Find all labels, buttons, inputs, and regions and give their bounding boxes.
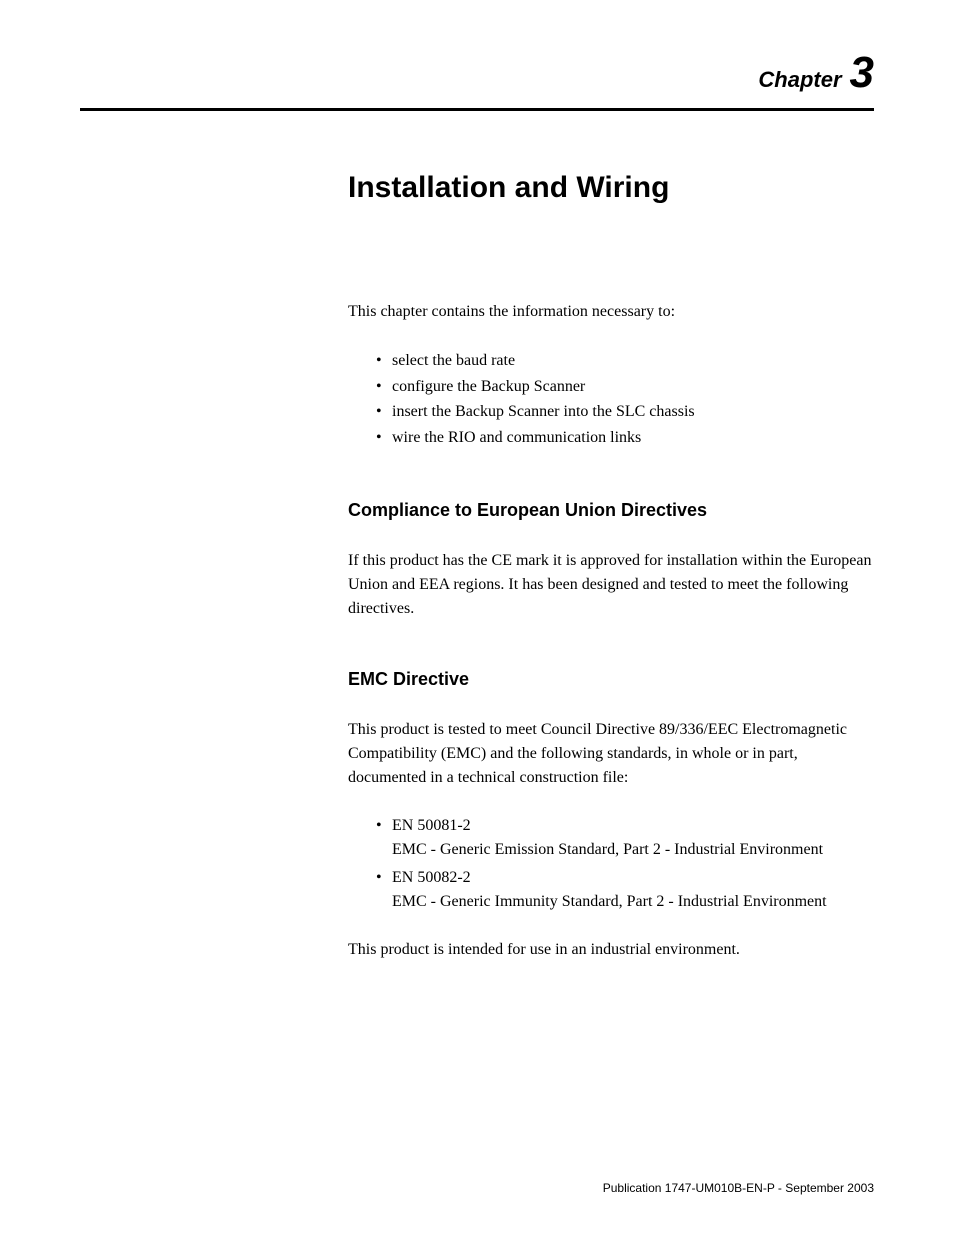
intro-text: This chapter contains the information ne…	[348, 300, 874, 324]
standards-list: EN 50081-2 EMC - Generic Emission Standa…	[376, 814, 874, 914]
standard-code: EN 50081-2	[392, 817, 471, 834]
standard-description: EMC - Generic Emission Standard, Part 2 …	[392, 841, 823, 858]
chapter-number: 3	[850, 48, 874, 97]
page-title: Installation and Wiring	[348, 171, 874, 205]
intro-bullet-list: select the baud rate configure the Backu…	[376, 348, 874, 450]
list-item: EN 50081-2 EMC - Generic Emission Standa…	[376, 814, 874, 862]
list-item: select the baud rate	[376, 348, 874, 374]
standard-description: EMC - Generic Immunity Standard, Part 2 …	[392, 893, 827, 910]
compliance-heading: Compliance to European Union Directives	[348, 500, 874, 521]
closing-text: This product is intended for use in an i…	[348, 938, 874, 962]
footer-text: Publication 1747-UM010B-EN-P - September…	[603, 1181, 874, 1195]
chapter-header: Chapter 3	[80, 48, 874, 111]
emc-text: This product is tested to meet Council D…	[348, 718, 874, 790]
emc-heading: EMC Directive	[348, 669, 874, 690]
list-item: configure the Backup Scanner	[376, 374, 874, 400]
compliance-text: If this product has the CE mark it is ap…	[348, 549, 874, 621]
content-area: Installation and Wiring This chapter con…	[348, 171, 874, 962]
list-item: EN 50082-2 EMC - Generic Immunity Standa…	[376, 866, 874, 914]
list-item: wire the RIO and communication links	[376, 425, 874, 451]
standard-code: EN 50082-2	[392, 869, 471, 886]
list-item: insert the Backup Scanner into the SLC c…	[376, 399, 874, 425]
chapter-label: Chapter	[758, 67, 841, 92]
